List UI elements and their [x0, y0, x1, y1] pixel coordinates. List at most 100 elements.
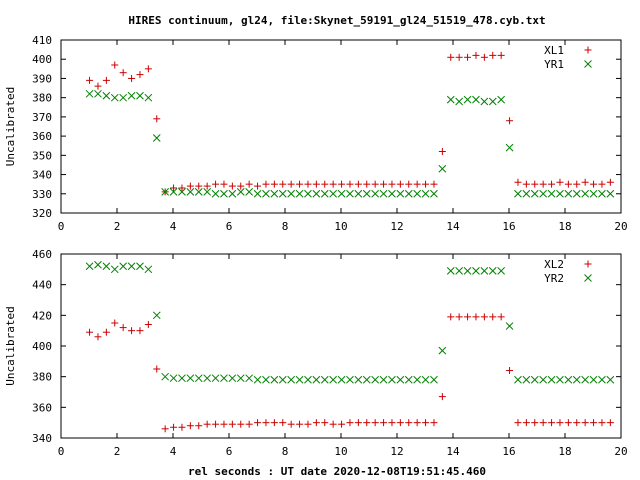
data-point: [270, 180, 278, 188]
data-point: [262, 419, 270, 427]
y-tick-label: 360: [32, 130, 52, 143]
data-point: [522, 419, 530, 427]
y-tick-label: 320: [32, 207, 52, 220]
data-point: [514, 178, 522, 186]
series-yr2: [85, 260, 615, 384]
data-point: [312, 189, 321, 198]
data-point: [144, 65, 152, 73]
data-point: [329, 420, 337, 428]
data-point: [278, 189, 287, 198]
x-tick-label: 10: [334, 445, 347, 458]
data-point: [463, 95, 472, 104]
series-xl1: [86, 51, 614, 196]
data-point: [363, 180, 371, 188]
data-point: [589, 189, 598, 198]
x-tick-label: 14: [446, 220, 460, 233]
x-tick-label: 20: [614, 220, 627, 233]
data-point: [86, 76, 94, 84]
data-point: [430, 375, 438, 384]
data-point: [110, 265, 119, 274]
data-point: [548, 419, 556, 427]
data-point: [119, 69, 127, 77]
data-point: [186, 188, 195, 196]
data-point: [556, 178, 564, 186]
data-point: [338, 420, 346, 428]
data-point: [169, 188, 178, 196]
data-point: [472, 51, 480, 59]
data-point: [287, 189, 296, 198]
data-point: [430, 419, 438, 427]
data-point: [346, 180, 354, 188]
data-point: [497, 267, 506, 275]
data-point: [388, 419, 396, 427]
data-point: [388, 189, 396, 198]
data-point: [371, 189, 380, 198]
data-point: [295, 189, 304, 198]
data-point: [598, 375, 606, 384]
data-point: [144, 265, 153, 274]
data-point: [161, 425, 169, 433]
y-tick-label: 420: [32, 309, 52, 322]
y-tick-label: 340: [32, 169, 52, 182]
x-tick-label: 4: [170, 445, 177, 458]
data-point: [178, 423, 186, 431]
data-point: [119, 93, 128, 102]
x-tick-label: 18: [558, 220, 571, 233]
plot-panel-1: 0 2 4 6 8 10 12 14 16 18 20 320 330 340 350 360 370 380 39…: [4, 34, 628, 233]
data-point: [446, 95, 455, 104]
data-point: [153, 365, 161, 373]
data-point: [362, 375, 371, 384]
data-point: [447, 53, 455, 61]
x-tick-label: 12: [390, 445, 403, 458]
data-point: [514, 419, 522, 427]
data-point: [422, 180, 430, 188]
data-point: [127, 262, 136, 271]
data-point: [102, 328, 110, 336]
data-point: [522, 375, 531, 384]
data-point: [548, 180, 556, 188]
data-point: [564, 189, 573, 198]
data-point: [506, 367, 514, 375]
y-tick-label: 350: [32, 149, 52, 162]
data-point: [472, 95, 480, 104]
data-point: [464, 53, 472, 61]
y-tick-label: 390: [32, 72, 52, 85]
data-point: [161, 188, 170, 196]
data-point: [170, 184, 178, 192]
x-tick-label: 6: [226, 220, 233, 233]
data-point: [564, 180, 572, 188]
data-point: [497, 313, 505, 321]
data-point: [338, 180, 346, 188]
data-point: [590, 180, 598, 188]
data-point: [472, 267, 480, 275]
data-point: [136, 327, 144, 335]
legend-label: YR2: [544, 272, 564, 285]
data-point: [270, 189, 279, 198]
y-tick-label: 340: [32, 432, 52, 445]
data-point: [388, 375, 396, 384]
x-tick-label: 8: [282, 445, 289, 458]
data-point: [94, 82, 102, 90]
x-tick-label: 8: [282, 220, 289, 233]
data-point: [102, 76, 110, 84]
data-point: [346, 189, 354, 198]
y-tick-label: 330: [32, 188, 52, 201]
data-point: [337, 375, 346, 384]
data-point: [590, 419, 598, 427]
data-point: [447, 313, 455, 321]
y-tick-label: 400: [32, 53, 52, 66]
data-point: [581, 178, 589, 186]
data-point: [245, 180, 253, 188]
legend-label: XL2: [544, 258, 564, 271]
data-point: [346, 419, 354, 427]
x-tick-label: 16: [502, 220, 515, 233]
data-point: [506, 117, 514, 125]
data-point: [413, 189, 422, 198]
data-point: [194, 374, 203, 383]
data-point: [86, 328, 94, 336]
data-point: [363, 419, 371, 427]
data-point: [396, 180, 404, 188]
data-point: [371, 419, 379, 427]
data-point: [228, 374, 237, 383]
